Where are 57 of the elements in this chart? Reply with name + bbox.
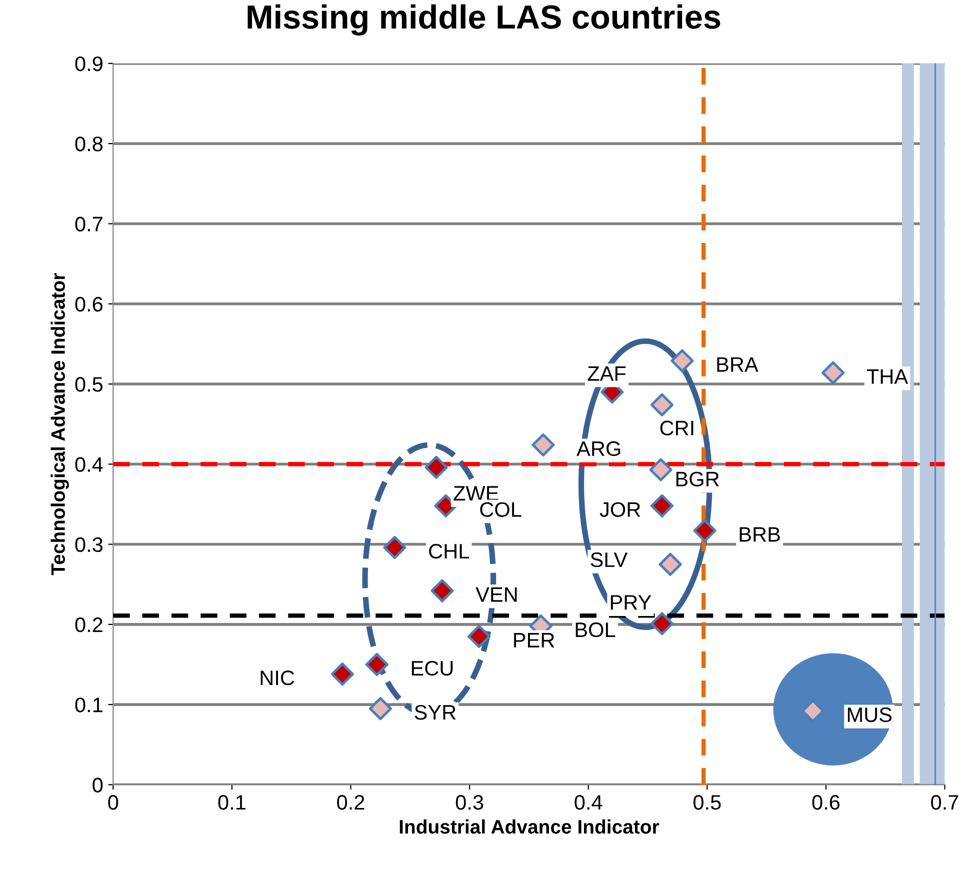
point xyxy=(670,349,694,372)
annotation: NIC xyxy=(260,670,294,686)
annotation: JOR xyxy=(600,502,640,517)
annotation: BRA xyxy=(717,357,758,372)
annotation: BGR xyxy=(676,472,719,486)
annotation: BRB xyxy=(740,527,780,542)
y-tick-label: 0.5 xyxy=(75,377,103,392)
y-tick-label: 0.4 xyxy=(75,457,103,472)
x-axis-title: Industrial Advance Indicator xyxy=(400,819,660,834)
annotation: ECU xyxy=(412,660,453,676)
annotation: PER xyxy=(514,633,554,648)
annotation: VEN xyxy=(476,587,517,602)
point xyxy=(649,458,672,482)
x-tick-label: 0.5 xyxy=(693,794,721,810)
annotation: ZAF xyxy=(588,366,626,381)
point xyxy=(330,662,354,686)
y-tick-label: 0.3 xyxy=(75,537,103,552)
annotation: ARG xyxy=(576,441,620,456)
annotation: CRI xyxy=(660,420,694,436)
x-tick-label: 0 xyxy=(108,794,118,810)
point xyxy=(368,697,392,720)
point xyxy=(365,652,388,676)
chart-title: Missing middle LAS countries xyxy=(248,4,720,36)
y-tick-label: 0 xyxy=(92,778,103,792)
annotation: PRY xyxy=(610,595,652,610)
point xyxy=(658,552,682,576)
point xyxy=(383,536,406,560)
annotation: ZWE xyxy=(454,486,498,501)
annotation: SYR xyxy=(414,704,456,720)
annotation: COL xyxy=(480,502,522,517)
point xyxy=(822,361,845,384)
annotation: SLV xyxy=(590,552,628,568)
y-axis-title: Technological Advance Indicator xyxy=(50,273,69,576)
point xyxy=(650,494,674,518)
point xyxy=(424,456,448,479)
point xyxy=(650,393,674,416)
annotation: MUS xyxy=(848,707,892,722)
annotation: CHL xyxy=(429,544,470,559)
y-tick-label: 0.2 xyxy=(75,617,102,632)
y-tick-label: 0.1 xyxy=(75,698,102,712)
x-tick-label: 0.3 xyxy=(456,794,484,810)
x-tick-label: 0.1 xyxy=(218,794,246,810)
y-tick-label: 0.6 xyxy=(75,296,103,312)
y-tick-label: 0.8 xyxy=(75,136,103,152)
y-tick-label: 0.7 xyxy=(75,216,102,232)
point xyxy=(693,519,716,542)
annotation: BOL xyxy=(576,622,616,638)
x-tick-label: 0.2 xyxy=(337,794,364,810)
point xyxy=(468,624,491,648)
x-tick-label: 0.7 xyxy=(931,794,958,810)
point xyxy=(430,579,454,602)
point xyxy=(650,612,674,636)
annotation: THA xyxy=(866,369,908,384)
point xyxy=(532,433,555,456)
y-tick-label: 0.9 xyxy=(75,56,102,72)
x-tick-label: 0.4 xyxy=(574,794,602,810)
x-tick-label: 0.6 xyxy=(812,794,840,810)
